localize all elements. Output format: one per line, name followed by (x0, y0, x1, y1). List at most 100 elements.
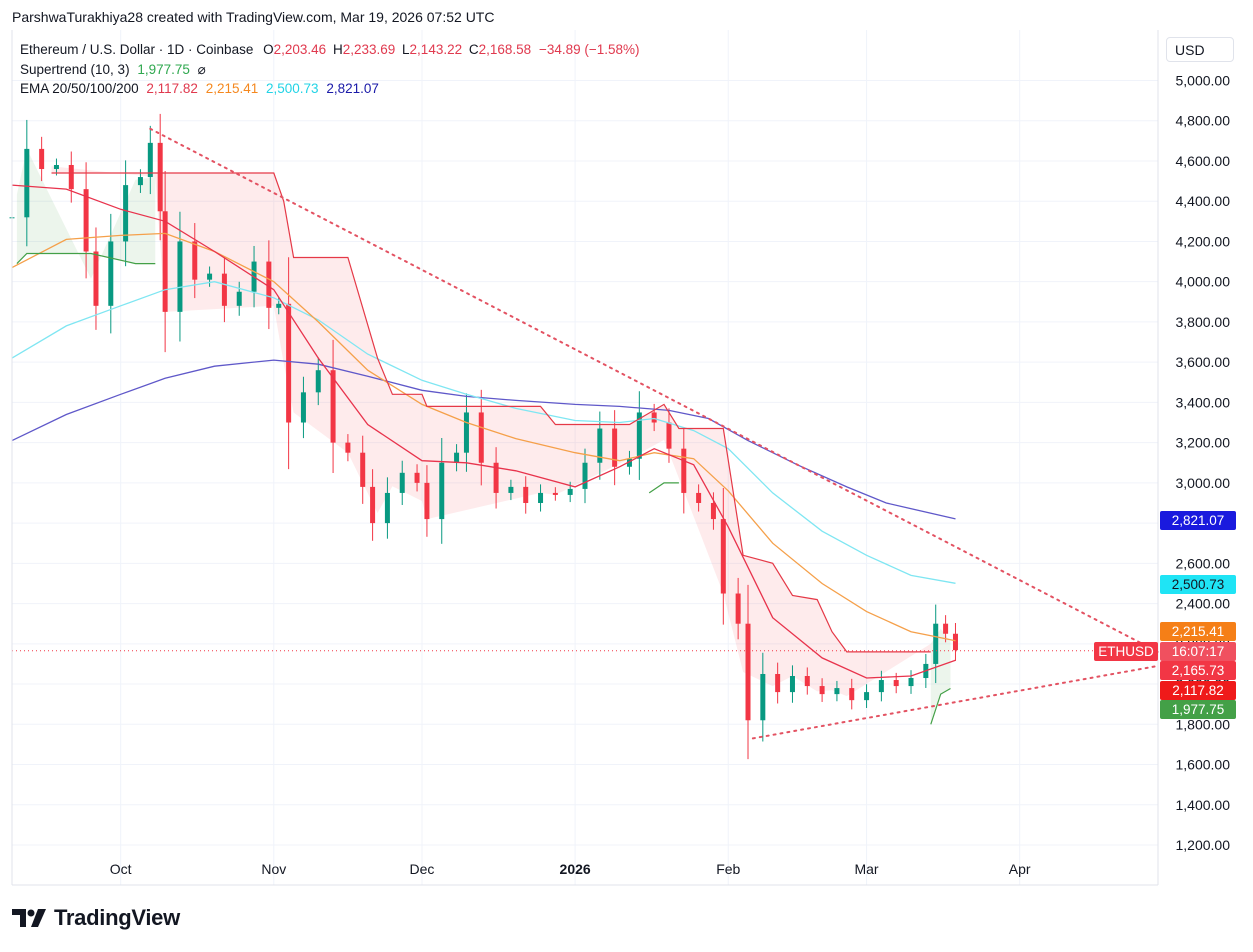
y-tick-label: 1,600.00 (1176, 757, 1231, 773)
candle-body (207, 273, 213, 280)
candle-body (538, 492, 544, 503)
y-tick-label: 5,000.00 (1176, 73, 1231, 89)
candle-body (286, 303, 292, 423)
y-tick-label: 4,000.00 (1176, 274, 1231, 290)
symbol-tag[interactable]: ETHUSD (1094, 642, 1158, 661)
x-tick-label: Apr (1009, 861, 1031, 877)
y-tick-label: 3,800.00 (1176, 314, 1231, 330)
axes: 5,000.00 4,800.00 4,600.00 4,400.00 4,200.00… (11, 30, 1231, 886)
high-value: 2,233.69 (342, 42, 396, 57)
candle-body (478, 412, 484, 463)
supertrend-up-line (648, 482, 679, 494)
candle-body (933, 623, 939, 664)
y-tick-label: 2,400.00 (1176, 596, 1231, 612)
candle-body (760, 673, 766, 721)
x-tick-label: Feb (716, 861, 740, 877)
lower-trendline (751, 664, 1159, 740)
supertrend-up-line (16, 252, 156, 265)
y-tick-label: 3,400.00 (1176, 394, 1231, 410)
candle-body (157, 142, 163, 212)
y-tick-label: 4,200.00 (1176, 233, 1231, 249)
candle-body (53, 164, 59, 170)
ema200-price-tag: 2,821.07 (1160, 511, 1236, 530)
close-label: C (468, 42, 479, 57)
candle-body (508, 486, 514, 493)
ema100-line (11, 281, 956, 584)
low-value: 2,143.22 (409, 42, 463, 57)
open-value: 2,203.46 (273, 42, 327, 57)
ema-label[interactable]: EMA 20/50/100/200 (20, 81, 139, 96)
candle-body (908, 678, 914, 687)
currency-button[interactable]: USD (1166, 37, 1234, 62)
candlesticks (9, 113, 958, 760)
candle-body (710, 502, 716, 520)
candle-body (666, 422, 672, 449)
tradingview-logo[interactable]: TradingView (12, 905, 180, 931)
candle-body (384, 492, 390, 524)
candle-body (399, 472, 405, 493)
change-value: −34.89 (−1.58%) (538, 42, 640, 57)
candle-body (276, 303, 282, 308)
y-tick-label: 1,800.00 (1176, 716, 1231, 732)
upper-trendline (149, 127, 1159, 653)
candle-body (137, 177, 143, 186)
supertrend-price-tag: 1,977.75 (1160, 700, 1236, 719)
candle-body (735, 593, 741, 624)
candle-body (162, 211, 168, 312)
y-tick-label: 2,600.00 (1176, 555, 1231, 571)
supertrend-label[interactable]: Supertrend (10, 3) (20, 61, 130, 77)
candle-body (893, 680, 899, 687)
chart-legend: Ethereum / U.S. Dollar · 1D · Coinbase O… (20, 40, 640, 99)
candle-body (123, 185, 129, 242)
candle-body (330, 370, 336, 443)
x-tick-label: 2026 (560, 861, 591, 877)
ema100-value: 2,500.73 (266, 81, 319, 96)
high-label: H (332, 42, 343, 57)
tradingview-wordmark: TradingView (54, 905, 180, 930)
candle-body (424, 482, 430, 520)
legend-ema-row[interactable]: EMA 20/50/100/200 2,117.82 2,215.41 2,50… (20, 79, 640, 99)
ema200-value: 2,821.07 (326, 81, 379, 96)
x-tick-label: Nov (261, 861, 286, 877)
legend-ohlc-row[interactable]: Ethereum / U.S. Dollar · 1D · Coinbase O… (20, 40, 640, 60)
ema-lines (11, 184, 956, 679)
open-label: O (263, 42, 274, 57)
candle-body (819, 686, 825, 695)
candle-body (612, 428, 618, 467)
supertrend-up-line (930, 687, 951, 725)
candle-body (24, 148, 30, 218)
y-tick-label: 1,400.00 (1176, 797, 1231, 813)
candle-body (849, 688, 855, 701)
candle-body (864, 692, 870, 701)
candle-body (147, 142, 153, 178)
candle-body (414, 472, 420, 483)
y-tick-label: 4,400.00 (1176, 193, 1231, 209)
close-value: 2,168.58 (478, 42, 532, 57)
tradingview-logo-icon (12, 909, 46, 927)
candle-body (360, 452, 366, 487)
supertrend-value: 1,977.75 (137, 61, 190, 77)
y-tick-label: 3,200.00 (1176, 435, 1231, 451)
trendlines (12, 127, 1159, 740)
candle-body (177, 241, 183, 312)
low-label: L (402, 42, 410, 57)
candle-body (834, 688, 840, 695)
ema20-value: 2,117.82 (146, 81, 198, 96)
candle-body (567, 488, 573, 495)
candle-body (463, 412, 469, 453)
candle-body (636, 412, 642, 459)
candle-body (439, 462, 445, 520)
candle-body (804, 676, 810, 687)
symbol-description[interactable]: Ethereum / U.S. Dollar · 1D · Coinbase (20, 42, 254, 57)
hidden-source-icon: ⌀ (197, 61, 206, 77)
x-tick-label: Dec (410, 861, 435, 877)
candle-body (108, 241, 114, 306)
candle-body (943, 623, 949, 634)
candle-body (878, 680, 884, 693)
candle-body (300, 392, 306, 423)
ema50-line (11, 232, 956, 642)
supertrend-up-fill (16, 148, 156, 279)
candle-body (192, 241, 198, 280)
legend-supertrend-row[interactable]: Supertrend (10, 3) 1,977.75 ⌀ (20, 60, 640, 80)
